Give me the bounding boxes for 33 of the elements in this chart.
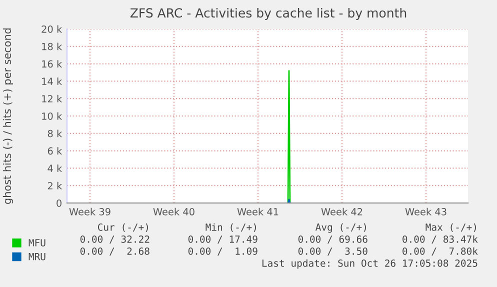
y-tick-label: 14 k [42,78,62,85]
text: 0.00 / 69.66 [298,235,368,244]
y-tick-label: 18 k [42,42,62,50]
y-tick-label: 10 k [42,112,62,120]
y-tick-label: 2 k [48,182,62,190]
y-tick-label: 20 k [42,25,62,33]
text: 0.00 / 2.68 [80,247,150,256]
y-axis-title: ghost hits (-) / hits (+) per second [2,28,14,204]
y-tick-label: 12 k [42,94,62,102]
text: Avg (-/+) [316,223,366,233]
text: 0.00 / 17.49 [188,235,258,244]
y-tick-label: 6 k [48,147,62,155]
x-tick-label: Week 41 [237,208,278,216]
y-tick-label: 0 [56,199,62,207]
text: Min (-/+) [206,223,256,232]
x-tick-label: Week 39 [69,208,110,216]
legend-label: MRU [28,253,46,260]
x-tick-label: Week 43 [405,208,446,216]
chart-title: ZFS ARC - Activities by cache list - by month [130,8,406,20]
text: 0.00 / 7.80k [402,247,478,256]
text: Last update: Sun Oct 26 17:05:08 2025 [262,259,478,269]
text: 0.00 / 3.50 [298,247,368,256]
text: Cur (-/+) [98,223,148,232]
x-tick-label: Week 40 [153,208,194,216]
x-tick-label: Week 42 [321,208,362,216]
text: 0.00 / 32.22 [80,235,150,244]
text: 0.00 / 83.47k [402,235,478,244]
y-tick-label: 8 k [48,130,62,138]
text: Max (-/+) [426,223,476,232]
y-tick-label: 16 k [42,60,62,68]
legend-label: MFU [28,239,46,246]
y-tick-label: 4 k [48,164,62,172]
text: 0.00 / 1.09 [188,247,258,256]
